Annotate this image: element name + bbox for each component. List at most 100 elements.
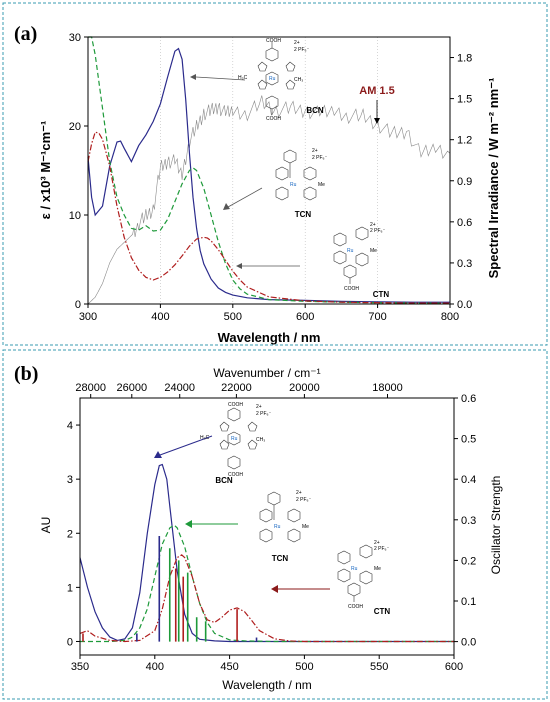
panel-a-x-axis-title: Wavelength / nm (218, 330, 321, 345)
panel-a-xtick-label-600: 600 (296, 311, 314, 323)
panel-b-x-top-ticks: 28000 26000 24000 22000 20000 18000 (75, 382, 403, 398)
svg-text:2 PF₆⁻: 2 PF₆⁻ (312, 155, 328, 161)
panel-a-x-ticks: 300 400 500 600 700 800 (79, 304, 459, 323)
svg-text:Ru: Ru (290, 182, 297, 188)
panel-b-xtoptick-label-24000: 24000 (164, 382, 195, 394)
panel-a-ytick-label-0: 0 (75, 299, 81, 311)
panel-b-bcn-label: BCN (215, 476, 233, 485)
panel-b-y2tick-label-0.5: 0.5 (461, 434, 476, 446)
panel-a-y2tick-label-1.8: 1.8 (457, 53, 472, 65)
panel-b-ctn-structure-icon: Ru Me COOH 2+ 2 PF₆⁻ (337, 540, 390, 610)
svg-text:COOH: COOH (228, 402, 243, 408)
panel-a-series-bcn (87, 47, 450, 303)
panel-b-y2tick-label-0.6: 0.6 (461, 393, 476, 405)
svg-text:COOH: COOH (348, 604, 363, 610)
panel-b-xtick-label-350: 350 (71, 661, 89, 673)
panel-a-chart: 300 400 500 600 700 800 0 10 20 30 0.0 0.3 0.6 0.9 1… (38, 32, 501, 345)
panel-b-chart: 350 400 450 500 550 600 28000 26000 24000 22000 2… (39, 366, 503, 692)
panel-a-ytick-label-20: 20 (69, 121, 81, 133)
svg-text:2+: 2+ (374, 540, 380, 546)
panel-b-bcn-structure-icon: Ru COOH COOH 2+ 2 PF₆⁻ H₃C CH₃ (200, 402, 272, 478)
panel-b-tcn-label: TCN (272, 554, 289, 563)
svg-text:2+: 2+ (370, 222, 376, 228)
panel-a-plot-frame (87, 36, 451, 305)
svg-text:Me: Me (302, 524, 309, 530)
panel-b-bcn-arrow (159, 435, 213, 456)
panel-a-xtick-label-400: 400 (151, 311, 169, 323)
svg-text:2 PF₆⁻: 2 PF₆⁻ (370, 228, 386, 234)
panel-a-am15-arrowhead (374, 118, 380, 124)
panel-b-bcn-arrowhead (154, 451, 162, 458)
panel-a-ytick-label-10: 10 (69, 210, 81, 222)
panel-b-y2tick-label-0.3: 0.3 (461, 515, 476, 527)
panel-b-xtick-label-550: 550 (370, 661, 388, 673)
panel-b-label: (b) (14, 363, 38, 385)
tcn-structure-icon: Ru Me 2+ 2 PF₆⁻ (275, 148, 328, 201)
panel-a-ctn-arrowhead (236, 263, 242, 269)
svg-text:COOH: COOH (266, 116, 281, 122)
panel-b-y-right-ticks: 0.0 0.1 0.2 0.3 0.4 0.5 0.6 (454, 393, 476, 649)
panel-b-xtoptick-label-28000: 28000 (75, 382, 106, 394)
panel-a-y2tick-label-1.5: 1.5 (457, 94, 472, 106)
panel-a-bcn-arrow (195, 76, 246, 81)
panel-a-series-tcn (88, 36, 450, 304)
panel-b-y-left-ticks: 0 1 2 3 4 (67, 420, 80, 648)
svg-text:2+: 2+ (312, 148, 318, 154)
panel-b-y-left-title: AU (39, 517, 53, 534)
svg-text:Me: Me (374, 566, 381, 572)
panel-a-ytick-label-30: 30 (69, 32, 81, 44)
panel-a-am15-label: AM 1.5 (359, 85, 394, 97)
panel-a-tcn-label: TCN (295, 210, 312, 219)
svg-text:2+: 2+ (296, 490, 302, 496)
panel-a-y2tick-label-1.2: 1.2 (457, 135, 472, 147)
panel-a-xtick-label-300: 300 (79, 311, 97, 323)
panel-a-series-ctn (87, 131, 450, 304)
panel-b-x-ticks: 350 400 450 500 550 600 (71, 655, 463, 673)
svg-text:Ru: Ru (347, 248, 354, 254)
panel-b-series-bcn (79, 463, 454, 643)
panel-b-sticks-layer (82, 536, 258, 642)
panel-a-y2tick-label-0.3: 0.3 (457, 258, 472, 270)
panel-b-y2tick-label-0.0: 0.0 (461, 637, 476, 649)
panel-b-ytick-label-2: 2 (67, 528, 73, 540)
panel-b-tcn-arrowhead (185, 520, 192, 528)
panel-a-irradiance-layer (87, 95, 451, 305)
panel-b-xtick-label-500: 500 (295, 661, 313, 673)
panel-b-xtick-label-400: 400 (146, 661, 164, 673)
panel-b-y2tick-label-0.1: 0.1 (461, 596, 476, 608)
panel-a-series-am15 (87, 95, 451, 305)
panel-a-series-layer (87, 36, 450, 304)
panel-a-bcn-label: BCN (306, 106, 324, 115)
svg-text:CH₃: CH₃ (256, 437, 265, 443)
panel-b-ytick-label-0: 0 (67, 636, 73, 648)
panel-b-y2tick-label-0.2: 0.2 (461, 555, 476, 567)
svg-text:H₃C: H₃C (238, 75, 248, 81)
panel-a-y2tick-label-0.9: 0.9 (457, 176, 472, 188)
panel-b-x-axis-title: Wavelength / nm (222, 678, 312, 692)
panel-b-xtoptick-label-20000: 20000 (289, 382, 320, 394)
svg-text:2+: 2+ (294, 40, 300, 46)
svg-text:Ru: Ru (274, 524, 281, 530)
svg-text:CH₃: CH₃ (294, 77, 303, 83)
svg-text:Me: Me (318, 182, 325, 188)
panel-a-grid (160, 37, 378, 304)
svg-text:Me: Me (370, 248, 377, 254)
svg-text:COOH: COOH (344, 286, 359, 292)
panel-b-xtick-label-600: 600 (445, 661, 463, 673)
panel-b-y2tick-label-0.4: 0.4 (461, 474, 476, 486)
panel-b-ytick-label-4: 4 (67, 420, 73, 432)
svg-text:Ru: Ru (351, 566, 358, 572)
panel-a-y-left-title: ε / x10³ M⁻¹cm⁻¹ (38, 121, 53, 220)
svg-text:COOH: COOH (228, 472, 243, 478)
panel-a-y-right-title: Spectral Irradiance / W m⁻² nm⁻¹ (486, 78, 501, 279)
panel-b-ytick-label-3: 3 (67, 474, 73, 486)
ctn-structure-icon: Ru Me COOH 2+ 2 PF₆⁻ (333, 222, 386, 292)
panel-a-xtick-label-500: 500 (224, 311, 242, 323)
panel-a-ctn-label: CTN (373, 290, 390, 299)
panel-b-series-tcn (80, 524, 454, 643)
panel-b-x-top-axis-title: Wavenumber / cm⁻¹ (213, 366, 320, 380)
svg-text:H₃C: H₃C (200, 435, 210, 441)
panel-a-xtick-label-800: 800 (441, 311, 459, 323)
panel-a-y-right-ticks: 0.0 0.3 0.6 0.9 1.2 1.5 1.8 (450, 53, 472, 311)
